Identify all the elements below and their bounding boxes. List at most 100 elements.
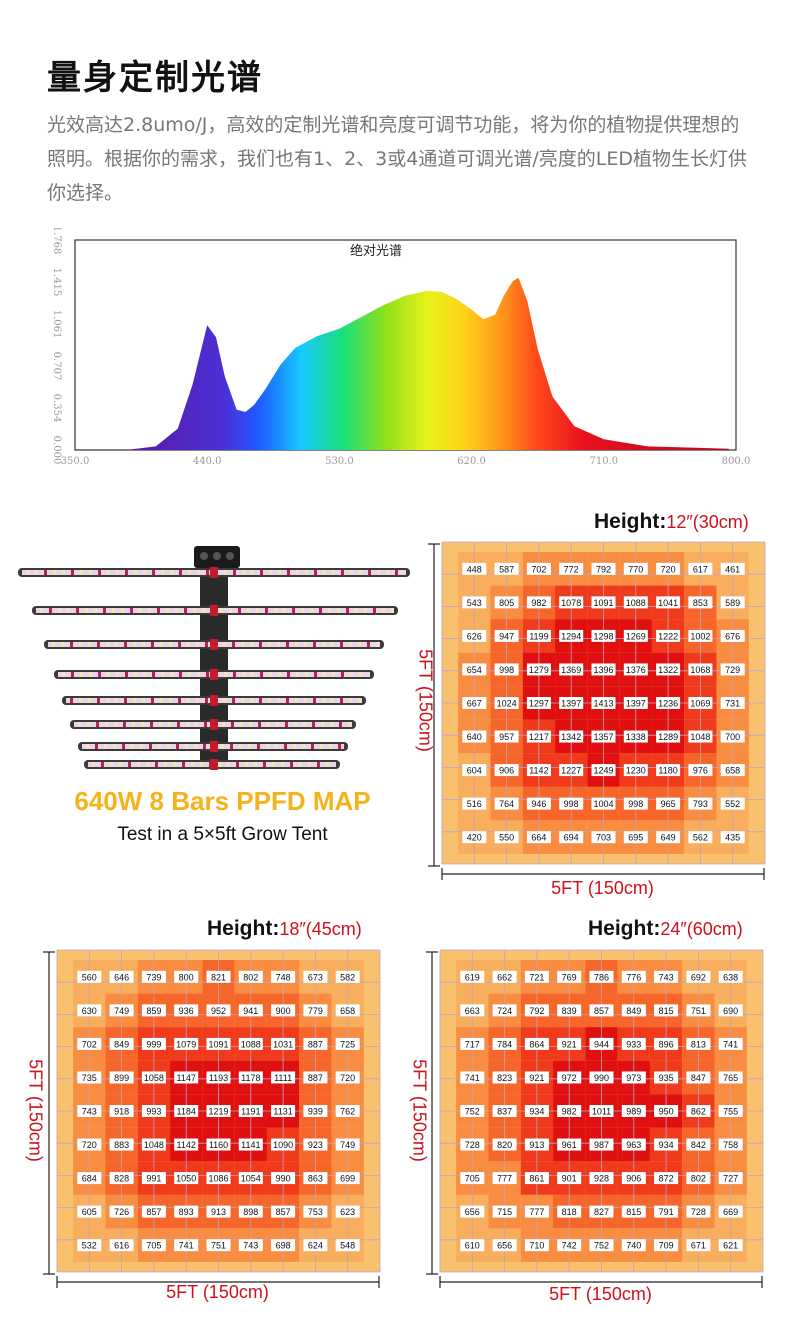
ppfd-value: 705 — [465, 1174, 480, 1184]
map-1-height-label: Height:12″(30cm) — [594, 510, 749, 534]
ppfd-value-box — [654, 1138, 679, 1151]
spectrum-x-tick-label: 710.0 — [589, 456, 618, 467]
ppfd-value-box — [559, 831, 584, 844]
ppfd-map-24in: 619 662 721 769 786 776 743 692 638 663 724 792 839 8… — [416, 948, 766, 1292]
ppfd-value: 739 — [146, 972, 161, 982]
ppfd-value-box — [654, 1205, 679, 1218]
ppfd-value: 961 — [562, 1140, 577, 1150]
ppfd-value-box — [77, 1239, 102, 1252]
ppfd-value: 735 — [82, 1073, 97, 1083]
ppfd-value-box — [686, 1138, 711, 1151]
ppfd-value: 663 — [465, 1006, 480, 1016]
map-1-side-dimension: 5FT (150cm) — [415, 649, 436, 752]
ppfd-value: 893 — [179, 1207, 194, 1217]
ppfd-value-box — [718, 1037, 743, 1050]
ppfd-value-box — [494, 831, 519, 844]
ppfd-value-box — [623, 797, 648, 810]
map-3-height-label: Height:24″(60cm) — [588, 917, 743, 941]
ppfd-value-box — [238, 1172, 263, 1185]
ppfd-value: 859 — [146, 1006, 161, 1016]
ppfd-value: 715 — [497, 1207, 512, 1217]
ppfd-value: 963 — [626, 1140, 641, 1150]
ppfd-value-box — [557, 1172, 582, 1185]
ppfd-value-box — [494, 629, 519, 642]
ppfd-map-svg: 619 662 721 769 786 776 743 692 638 663 724 792 839 8… — [426, 949, 764, 1288]
ppfd-value-box — [591, 797, 616, 810]
ppfd-value-box — [462, 596, 487, 609]
ppfd-value-box — [623, 663, 648, 676]
ppfd-value: 743 — [243, 1241, 258, 1251]
ppfd-value: 752 — [594, 1241, 609, 1251]
ppfd-value-box — [238, 1071, 263, 1084]
ppfd-value: 779 — [308, 1006, 323, 1016]
ppfd-value-box — [718, 970, 743, 983]
ppfd-value: 1199 — [529, 631, 548, 641]
ppfd-value-box — [656, 562, 681, 575]
ppfd-value-box — [623, 764, 648, 777]
ppfd-value: 1396 — [593, 665, 613, 675]
ppfd-value: 857 — [276, 1207, 291, 1217]
ppfd-value: 461 — [725, 564, 740, 574]
ppfd-value-box — [720, 797, 745, 810]
ppfd-value: 936 — [179, 1006, 194, 1016]
ppfd-value: 710 — [529, 1241, 544, 1251]
ppfd-value: 748 — [276, 972, 291, 982]
spectrum-x-tick-label: 800.0 — [722, 456, 751, 467]
ppfd-value: 604 — [467, 766, 482, 776]
ppfd-value: 791 — [659, 1207, 674, 1217]
ppfd-value-box — [688, 831, 713, 844]
ppfd-value-box — [654, 1037, 679, 1050]
spectrum-x-tick-label: 440.0 — [193, 456, 222, 467]
ppfd-value-box — [524, 1071, 549, 1084]
ppfd-value: 749 — [340, 1140, 355, 1150]
ppfd-value: 587 — [499, 564, 514, 574]
ppfd-value: 957 — [499, 732, 514, 742]
led-bar — [44, 639, 384, 650]
ppfd-value-box — [526, 562, 551, 575]
ppfd-value-box — [174, 1205, 199, 1218]
ppfd-value: 720 — [82, 1140, 97, 1150]
ppfd-value-box — [656, 697, 681, 709]
ppfd-value-box — [109, 1037, 134, 1050]
grow-light-fixture-drawing — [18, 546, 410, 770]
ppfd-value: 923 — [308, 1140, 323, 1150]
ppfd-value: 1002 — [690, 631, 710, 641]
ppfd-value: 815 — [626, 1207, 641, 1217]
ppfd-value: 1369 — [561, 665, 581, 675]
ppfd-value: 973 — [626, 1073, 641, 1083]
map-3-side-dimension: 5FT (150cm) — [409, 1059, 430, 1162]
ppfd-value-box — [621, 1071, 646, 1084]
ppfd-value-box — [656, 764, 681, 777]
ppfd-value-box — [77, 1172, 102, 1185]
ppfd-value: 741 — [179, 1241, 194, 1251]
ppfd-value: 827 — [594, 1207, 609, 1217]
ppfd-value: 700 — [725, 732, 740, 742]
ppfd-value-box — [623, 596, 648, 609]
ppfd-value-box — [524, 1172, 549, 1185]
ppfd-value: 692 — [691, 972, 706, 982]
fixture-spine — [200, 550, 228, 766]
ppfd-value-box — [77, 1037, 102, 1050]
ppfd-value: 448 — [467, 564, 482, 574]
ppfd-value: 1147 — [177, 1073, 196, 1083]
ppfd-value-box — [589, 1205, 614, 1218]
ppfd-value: 777 — [529, 1207, 544, 1217]
spectrum-x-tick-label: 620.0 — [457, 456, 486, 467]
led-bar — [84, 759, 340, 770]
ppfd-value-box — [524, 970, 549, 983]
ppfd-value: 982 — [562, 1107, 577, 1117]
ppfd-value: 1184 — [177, 1107, 196, 1117]
ppfd-value: 1011 — [592, 1107, 611, 1117]
ppfd-value-box — [654, 1105, 679, 1117]
spectrum-title: 绝对光谱 — [350, 243, 402, 259]
ppfd-value-box — [271, 1105, 296, 1117]
ppfd-value-box — [206, 970, 231, 983]
ppfd-value: 863 — [308, 1174, 323, 1184]
ppfd-value: 1048 — [690, 732, 710, 742]
ppfd-value-box — [460, 1071, 485, 1084]
ppfd-value-box — [621, 1239, 646, 1252]
ppfd-value-box — [174, 1138, 199, 1151]
ppfd-value: 1219 — [208, 1107, 228, 1117]
led-bar — [62, 695, 366, 706]
ppfd-value: 887 — [308, 1039, 323, 1049]
